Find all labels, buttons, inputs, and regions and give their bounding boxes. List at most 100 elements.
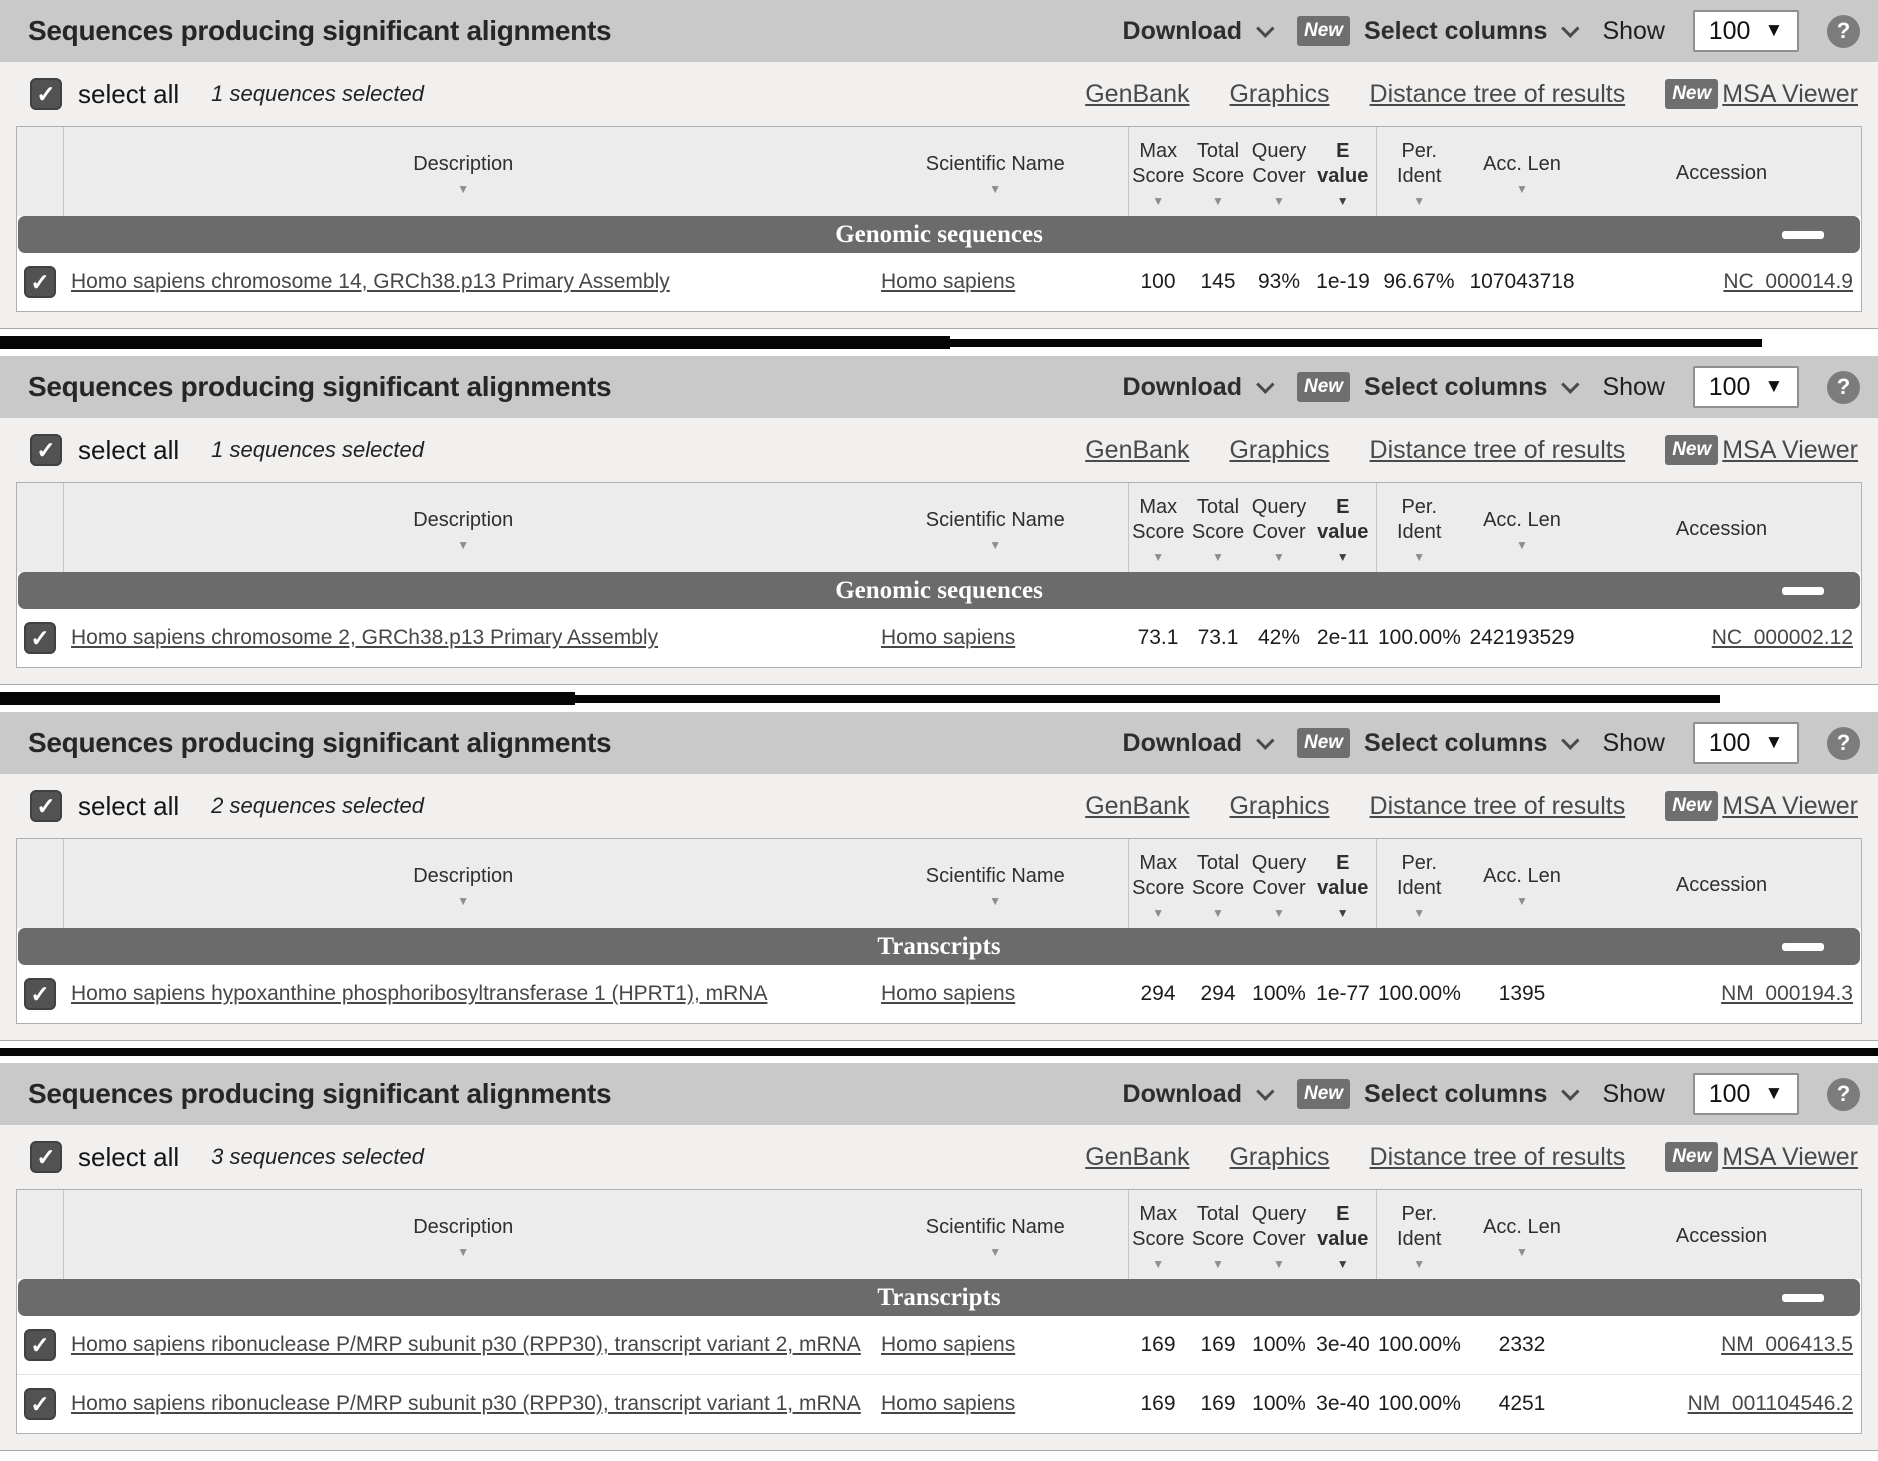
graphics-link[interactable]: Graphics <box>1229 791 1330 820</box>
scientific-name-link[interactable]: Homo sapiens <box>881 270 1016 293</box>
column-header-query-cover[interactable]: Query Cover ▼ <box>1248 483 1310 572</box>
column-header-e-value[interactable]: E value ▼ <box>1310 127 1376 216</box>
panel-body: select all 1 sequences selected GenBank … <box>0 62 1878 312</box>
help-button[interactable]: ? <box>1827 1077 1860 1111</box>
download-button[interactable]: Download <box>1123 1080 1275 1109</box>
column-header-query-cover[interactable]: Query Cover ▼ <box>1248 839 1310 928</box>
page-size-select[interactable]: 100 ▼ <box>1693 1073 1799 1115</box>
column-header-total-score[interactable]: Total Score ▼ <box>1188 1190 1248 1279</box>
column-header-max-score[interactable]: Max Score ▼ <box>1127 839 1188 928</box>
description-link[interactable]: Homo sapiens chromosome 2, GRCh38.p13 Pr… <box>71 626 659 649</box>
collapse-section-button[interactable] <box>1782 1294 1824 1302</box>
column-header-max-score[interactable]: Max Score ▼ <box>1127 1190 1188 1279</box>
distance-tree-link[interactable]: Distance tree of results <box>1369 1142 1626 1171</box>
column-header-accession[interactable]: Accession <box>1582 839 1861 928</box>
column-header-accession[interactable]: Accession <box>1582 483 1861 572</box>
page-size-select[interactable]: 100 ▼ <box>1693 366 1799 408</box>
msa-viewer-link[interactable]: MSA Viewer <box>1722 435 1858 464</box>
accession-link[interactable]: NM_000194.3 <box>1721 982 1853 1005</box>
distance-tree-link[interactable]: Distance tree of results <box>1369 791 1626 820</box>
genbank-link[interactable]: GenBank <box>1085 1142 1190 1171</box>
msa-viewer-link[interactable]: MSA Viewer <box>1722 791 1858 820</box>
collapse-section-button[interactable] <box>1782 943 1824 951</box>
column-header-total-score[interactable]: Total Score ▼ <box>1188 483 1248 572</box>
genbank-link[interactable]: GenBank <box>1085 79 1190 108</box>
column-header-scientific-name[interactable]: Scientific Name ▼ <box>863 483 1128 572</box>
description-link[interactable]: Homo sapiens ribonuclease P/MRP subunit … <box>71 1392 861 1415</box>
column-header-scientific-name[interactable]: Scientific Name ▼ <box>863 127 1128 216</box>
graphics-link[interactable]: Graphics <box>1229 1142 1330 1171</box>
download-button[interactable]: Download <box>1123 373 1275 402</box>
column-header-acc-len[interactable]: Acc. Len ▼ <box>1462 839 1582 928</box>
scientific-name-link[interactable]: Homo sapiens <box>881 1333 1016 1356</box>
column-header-e-value[interactable]: E value ▼ <box>1310 483 1376 572</box>
accession-link[interactable]: NM_006413.5 <box>1721 1333 1853 1356</box>
accession-link[interactable]: NC_000014.9 <box>1723 270 1853 293</box>
help-button[interactable]: ? <box>1827 14 1860 48</box>
column-header-max-score[interactable]: Max Score ▼ <box>1127 127 1188 216</box>
select-all-checkbox[interactable] <box>30 1141 62 1173</box>
genbank-link[interactable]: GenBank <box>1085 435 1190 464</box>
column-header-acc-len[interactable]: Acc. Len ▼ <box>1462 127 1582 216</box>
column-header-e-value[interactable]: E value ▼ <box>1310 839 1376 928</box>
column-header-query-cover[interactable]: Query Cover ▼ <box>1248 1190 1310 1279</box>
column-header-scientific-name[interactable]: Scientific Name ▼ <box>863 839 1128 928</box>
column-header-accession[interactable]: Accession <box>1582 1190 1861 1279</box>
scientific-name-link[interactable]: Homo sapiens <box>881 982 1016 1005</box>
column-header-description[interactable]: Description ▼ <box>62 1190 863 1279</box>
column-header-acc-len[interactable]: Acc. Len ▼ <box>1462 483 1582 572</box>
msa-viewer-link[interactable]: MSA Viewer <box>1722 79 1858 108</box>
sort-arrow-icon: ▼ <box>1336 906 1349 920</box>
column-header-per-ident[interactable]: Per. Ident ▼ <box>1375 483 1462 572</box>
row-checkbox[interactable] <box>24 978 56 1010</box>
column-header-e-value[interactable]: E value ▼ <box>1310 1190 1376 1279</box>
column-header-query-cover[interactable]: Query Cover ▼ <box>1248 127 1310 216</box>
page-size-select[interactable]: 100 ▼ <box>1693 722 1799 764</box>
select-columns-button[interactable]: New Select columns <box>1296 1079 1580 1109</box>
page-size-value: 100 <box>1708 16 1751 45</box>
msa-viewer-link[interactable]: MSA Viewer <box>1722 1142 1858 1171</box>
accession-link[interactable]: NC_000002.12 <box>1711 626 1853 649</box>
select-all-checkbox[interactable] <box>30 78 62 110</box>
column-header-per-ident[interactable]: Per. Ident ▼ <box>1375 1190 1462 1279</box>
distance-tree-link[interactable]: Distance tree of results <box>1369 79 1626 108</box>
collapse-section-button[interactable] <box>1782 231 1824 239</box>
select-columns-button[interactable]: New Select columns <box>1296 16 1580 46</box>
toolbar-links: GenBank Graphics Distance tree of result… <box>1085 1142 1858 1172</box>
column-header-description[interactable]: Description ▼ <box>62 839 863 928</box>
column-header-scientific-name[interactable]: Scientific Name ▼ <box>863 1190 1128 1279</box>
download-button[interactable]: Download <box>1123 17 1275 46</box>
row-checkbox[interactable] <box>24 266 56 298</box>
column-header-per-ident[interactable]: Per. Ident ▼ <box>1375 839 1462 928</box>
distance-tree-link[interactable]: Distance tree of results <box>1369 435 1626 464</box>
help-button[interactable]: ? <box>1827 726 1860 760</box>
select-all-checkbox[interactable] <box>30 790 62 822</box>
description-link[interactable]: Homo sapiens ribonuclease P/MRP subunit … <box>71 1333 861 1356</box>
column-header-acc-len[interactable]: Acc. Len ▼ <box>1462 1190 1582 1279</box>
collapse-section-button[interactable] <box>1782 587 1824 595</box>
column-header-total-score[interactable]: Total Score ▼ <box>1188 127 1248 216</box>
column-header-description[interactable]: Description ▼ <box>62 127 863 216</box>
column-header-description[interactable]: Description ▼ <box>62 483 863 572</box>
column-header-per-ident[interactable]: Per. Ident ▼ <box>1375 127 1462 216</box>
column-header-accession[interactable]: Accession <box>1582 127 1861 216</box>
genbank-link[interactable]: GenBank <box>1085 791 1190 820</box>
scientific-name-link[interactable]: Homo sapiens <box>881 1392 1016 1415</box>
description-link[interactable]: Homo sapiens hypoxanthine phosphoribosyl… <box>71 982 768 1005</box>
scientific-name-link[interactable]: Homo sapiens <box>881 626 1016 649</box>
select-all-checkbox[interactable] <box>30 434 62 466</box>
select-columns-button[interactable]: New Select columns <box>1296 728 1580 758</box>
row-checkbox[interactable] <box>24 1329 56 1361</box>
row-checkbox[interactable] <box>24 622 56 654</box>
column-header-max-score[interactable]: Max Score ▼ <box>1127 483 1188 572</box>
description-link[interactable]: Homo sapiens chromosome 14, GRCh38.p13 P… <box>71 270 670 293</box>
help-button[interactable]: ? <box>1827 370 1860 404</box>
accession-link[interactable]: NM_001104546.2 <box>1687 1392 1853 1415</box>
row-checkbox[interactable] <box>24 1388 56 1420</box>
graphics-link[interactable]: Graphics <box>1229 435 1330 464</box>
page-size-select[interactable]: 100 ▼ <box>1693 10 1799 52</box>
download-button[interactable]: Download <box>1123 729 1275 758</box>
select-columns-button[interactable]: New Select columns <box>1296 372 1580 402</box>
graphics-link[interactable]: Graphics <box>1229 79 1330 108</box>
column-header-total-score[interactable]: Total Score ▼ <box>1188 839 1248 928</box>
